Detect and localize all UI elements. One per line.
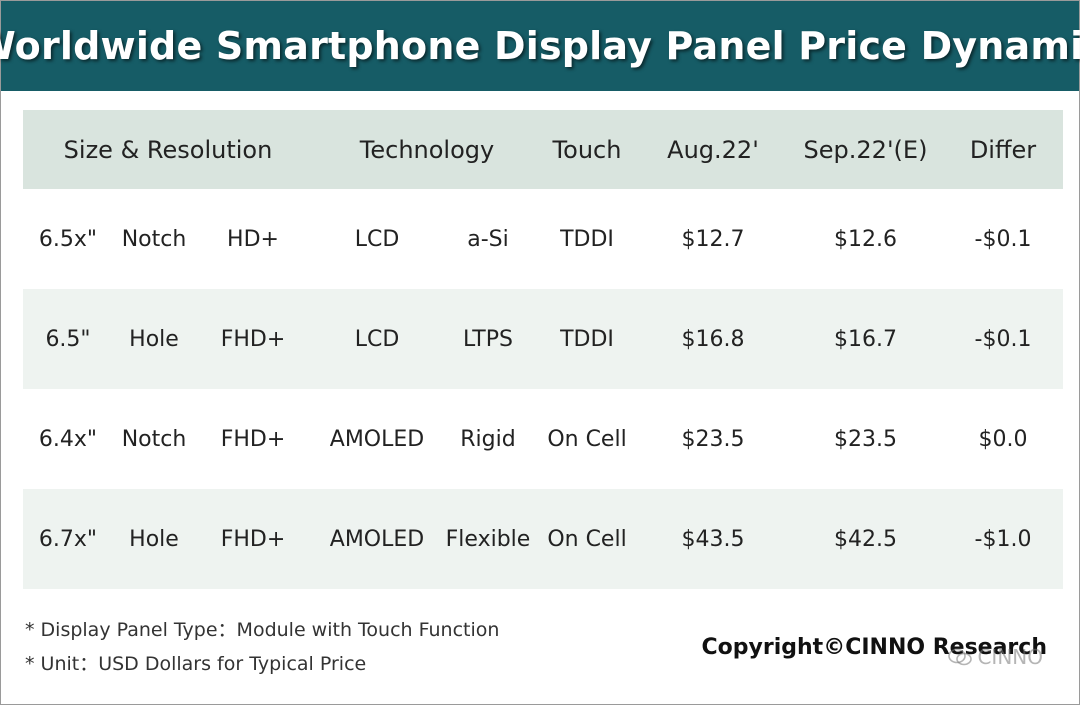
cell-size: 6.7x": [38, 526, 98, 552]
cell-sep-price: $16.7: [834, 326, 897, 352]
cell-resolution: FHD+: [220, 326, 286, 352]
cell-form: Hole: [129, 526, 179, 552]
price-table: Size & Resolution Technology Touch Aug.2…: [23, 110, 1063, 589]
header-aug: Aug.22': [667, 135, 759, 164]
cell-form: Notch: [121, 226, 187, 252]
cell-differ: -$0.1: [974, 226, 1032, 252]
cell-sep-price: $42.5: [834, 526, 897, 552]
cell-display: LCD: [354, 326, 400, 352]
cell-size: 6.5x": [38, 226, 98, 252]
cell-backplane: LTPS: [463, 326, 513, 352]
cell-aug-price: $16.8: [681, 326, 745, 352]
table-header-row: Size & Resolution Technology Touch Aug.2…: [23, 110, 1063, 189]
table-row: 6.4x" Notch FHD+ AMOLED Rigid On Cell $2…: [23, 389, 1063, 489]
cell-display: LCD: [354, 226, 400, 252]
cell-display: AMOLED: [329, 526, 425, 552]
table-row: 6.7x" Hole FHD+ AMOLED Flexible On Cell …: [23, 489, 1063, 589]
cell-aug-price: $23.5: [681, 426, 745, 452]
footnotes: * Display Panel Type：Module with Touch F…: [25, 613, 499, 681]
header-sep: Sep.22'(E): [803, 135, 928, 164]
footnote-panel-type: * Display Panel Type：Module with Touch F…: [25, 619, 500, 641]
copyright-text: Copyright©CINNO Research: [701, 635, 1047, 660]
cell-backplane: Rigid: [460, 426, 516, 452]
header-differ: Differ: [969, 135, 1037, 164]
watermark: CINNO: [947, 645, 1043, 669]
cell-touch: On Cell: [547, 426, 627, 452]
chart-title: Worldwide Smartphone Display Panel Price…: [0, 24, 1080, 68]
footnote-unit: * Unit：USD Dollars for Typical Price: [25, 653, 367, 675]
cell-form: Hole: [129, 326, 179, 352]
cell-size: 6.4x": [38, 426, 98, 452]
cell-differ: -$0.1: [974, 326, 1032, 352]
wechat-icon: [948, 648, 973, 666]
header-technology: Technology: [359, 135, 495, 164]
table-row: 6.5x" Notch HD+ LCD a-Si TDDI $12.7 $12.…: [23, 189, 1063, 289]
cell-differ: -$1.0: [974, 526, 1032, 552]
cell-resolution: FHD+: [220, 526, 286, 552]
cell-size: 6.5": [45, 326, 91, 352]
cell-touch: TDDI: [560, 226, 614, 252]
cell-resolution: HD+: [227, 226, 279, 252]
cell-differ: $0.0: [978, 426, 1028, 452]
cell-resolution: FHD+: [220, 426, 286, 452]
cell-aug-price: $43.5: [681, 526, 745, 552]
cell-backplane: Flexible: [445, 526, 531, 552]
cell-form: Notch: [121, 426, 187, 452]
cell-display: AMOLED: [329, 426, 425, 452]
cell-touch: On Cell: [547, 526, 627, 552]
watermark-text: CINNO: [977, 645, 1043, 669]
cell-sep-price: $12.6: [834, 226, 897, 252]
table-row: 6.5" Hole FHD+ LCD LTPS TDDI $16.8 $16.7…: [23, 289, 1063, 389]
header-touch: Touch: [552, 135, 622, 164]
cell-aug-price: $12.7: [681, 226, 745, 252]
title-bar: Worldwide Smartphone Display Panel Price…: [0, 1, 1080, 91]
cell-touch: TDDI: [560, 326, 614, 352]
cell-sep-price: $23.5: [834, 426, 897, 452]
cell-backplane: a-Si: [467, 226, 509, 252]
header-size-resolution: Size & Resolution: [63, 135, 273, 164]
